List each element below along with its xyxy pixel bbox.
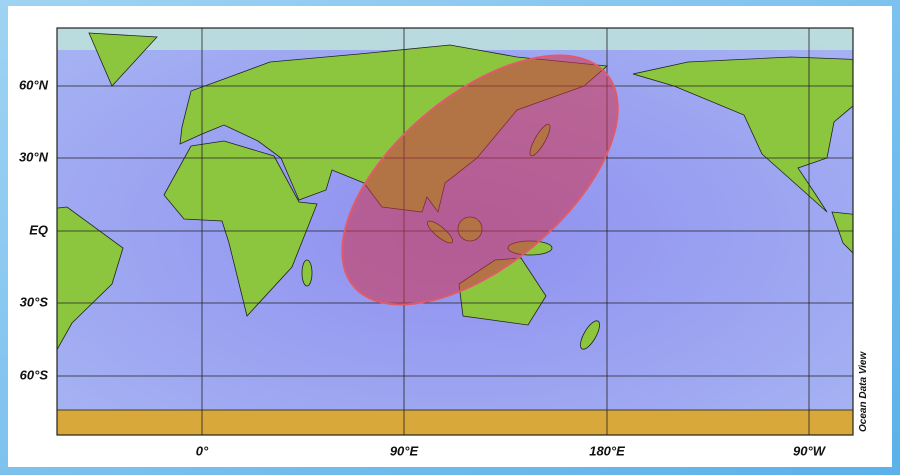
- lon-label: 180°E: [589, 443, 625, 458]
- map: [57, 28, 853, 435]
- new-zealand: [580, 320, 600, 350]
- lon-label: 90°E: [390, 443, 419, 458]
- north-america: [632, 56, 853, 213]
- lat-label: EQ: [29, 222, 48, 237]
- south-america: [57, 206, 124, 351]
- south-america-east: [831, 211, 853, 254]
- greenland: [88, 32, 158, 87]
- lon-label: 90°W: [793, 443, 827, 458]
- lat-label: 60°N: [19, 77, 49, 92]
- lon-label: 0°: [196, 443, 209, 458]
- lat-label: 30°N: [19, 149, 49, 164]
- madagascar: [301, 259, 313, 287]
- antarctica: [57, 409, 853, 435]
- arctic: [57, 28, 853, 50]
- lat-label: 60°S: [20, 367, 49, 382]
- highlight-region: [341, 54, 619, 306]
- credit: Ocean Data View: [858, 351, 869, 432]
- lat-label: 30°S: [20, 294, 49, 309]
- map-frame: [56, 27, 854, 436]
